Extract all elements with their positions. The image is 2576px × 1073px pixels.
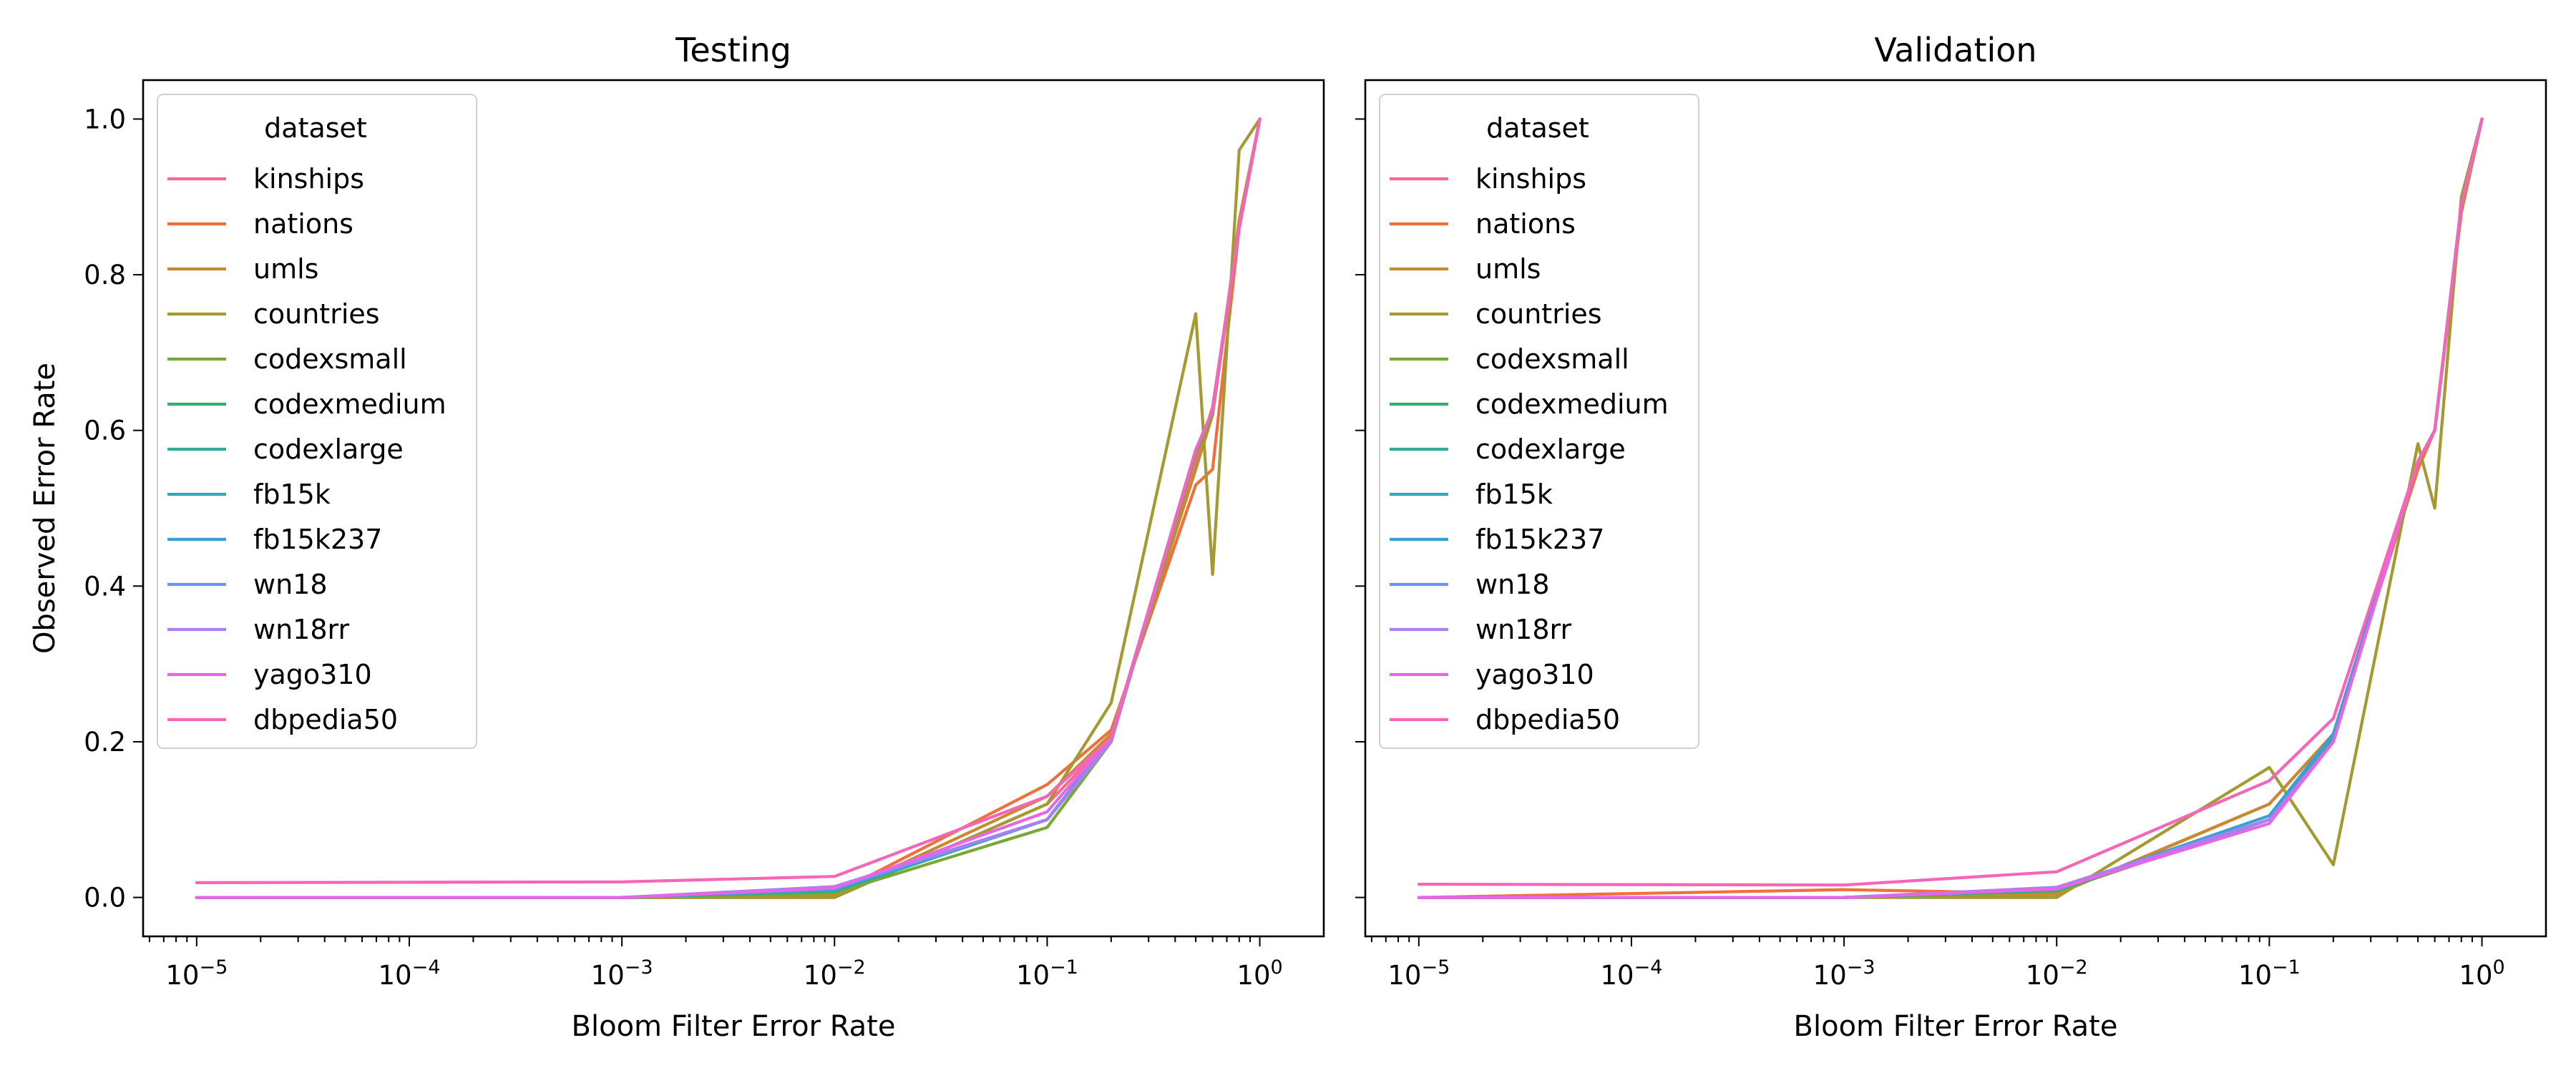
series-line-countries	[1417, 117, 2484, 899]
legend-item-yago310: yago310	[167, 659, 372, 690]
legend-label: fb15k	[1475, 479, 1553, 510]
y-tick-label: 0.8	[84, 260, 126, 290]
legend-item-umls: umls	[167, 253, 318, 285]
legend-item-codexsmall: codexsmall	[167, 343, 407, 375]
y-tick-label: 1.0	[84, 104, 126, 134]
legend-label: dbpedia50	[1475, 704, 1620, 735]
chart-panel-validation: 10−5 10−4 10−3 10−2 10−1 100 Validation Bloom F…	[1355, 31, 2547, 1043]
legend-label: kinships	[253, 163, 364, 195]
legend-label: countries	[253, 298, 380, 330]
x-tick-label: 10−5	[1387, 956, 1450, 991]
x-tick-label: 10−1	[1016, 956, 1078, 991]
legend-label: nations	[1475, 208, 1576, 240]
legend-item-fb15k: fb15k	[167, 479, 331, 510]
y-axis-label: Observed Error Rate	[29, 363, 62, 654]
legend-item-countries: countries	[1390, 298, 1602, 330]
x-tick-label: 10−5	[165, 956, 228, 991]
legend-item-countries: countries	[167, 298, 380, 330]
y-tick-label: 0.2	[84, 727, 126, 758]
legend-item-fb15k: fb15k	[1390, 479, 1553, 510]
legend-label: fb15k237	[253, 524, 382, 555]
series-lines	[195, 117, 1262, 899]
legend-item-dbpedia50: dbpedia50	[167, 704, 398, 735]
legend-label: codexsmall	[1475, 343, 1629, 375]
legend-item-wn18: wn18	[1390, 569, 1550, 600]
legend-item-kinships: kinships	[167, 163, 364, 195]
legend-label: wn18	[1475, 569, 1550, 600]
legend-item-fb15k237: fb15k237	[1390, 524, 1604, 555]
x-tick-label: 100	[2459, 956, 2504, 991]
x-tick-label: 10−2	[804, 956, 866, 991]
legend-label: wn18rr	[253, 614, 349, 645]
legend-label: codexlarge	[1475, 433, 1626, 465]
legend-label: codexmedium	[1475, 388, 1669, 420]
legend-label: umls	[253, 253, 318, 285]
legend-item-kinships: kinships	[1390, 163, 1586, 195]
x-tick-label: 10−1	[2238, 956, 2301, 991]
legend-item-codexlarge: codexlarge	[1390, 433, 1626, 465]
legend-item-fb15k237: fb15k237	[167, 524, 382, 555]
legend-item-wn18rr: wn18rr	[167, 614, 349, 645]
series-lines	[1417, 117, 2484, 899]
legend-label: umls	[1475, 253, 1541, 285]
legend-label: yago310	[1475, 659, 1594, 690]
legend-box	[157, 94, 477, 749]
plot-frame	[1364, 79, 2547, 938]
legend-label: codexlarge	[253, 433, 404, 465]
legend: dataset kinships nations umls countries codex…	[1379, 94, 1699, 749]
x-tick-label: 100	[1236, 956, 1282, 991]
legend-label: kinships	[1475, 163, 1586, 195]
legend-label: wn18rr	[1475, 614, 1571, 645]
legend-label: dbpedia50	[253, 704, 398, 735]
legend-label: nations	[253, 208, 353, 240]
legend-box	[1379, 94, 1699, 749]
legend-title: dataset	[264, 112, 367, 144]
x-tick-label: 10−4	[379, 956, 441, 991]
x-tick-label: 10−3	[591, 956, 653, 991]
legend-item-wn18: wn18	[167, 569, 328, 600]
x-tick-label: 10−3	[1813, 956, 1875, 991]
legend-item-wn18rr: wn18rr	[1390, 614, 1571, 645]
legend-item-codexmedium: codexmedium	[1390, 388, 1669, 420]
legend-item-nations: nations	[1390, 208, 1576, 240]
legend-item-codexsmall: codexsmall	[1390, 343, 1629, 375]
legend-label: wn18	[253, 569, 328, 600]
legend-item-yago310: yago310	[1390, 659, 1594, 690]
legend-item-nations: nations	[167, 208, 353, 240]
chart-title: Testing	[675, 31, 791, 69]
legend-label: countries	[1475, 298, 1602, 330]
chart-panel-testing: 10−5 10−4 10−3 10−2 10−1 100 0.0 0.2 0.4 0.6 0.8 1.…	[29, 31, 1325, 1043]
plot-frame	[142, 79, 1325, 938]
legend-label: yago310	[253, 659, 372, 690]
series-line-dbpedia50	[1417, 117, 2484, 887]
legend-label: fb15k237	[1475, 524, 1604, 555]
series-line-dbpedia50	[195, 117, 1262, 885]
legend: dataset kinships nations umls countries codex…	[157, 94, 477, 749]
legend-item-umls: umls	[1390, 253, 1541, 285]
legend-item-codexmedium: codexmedium	[167, 388, 447, 420]
legend-title: dataset	[1486, 112, 1589, 144]
legend-label: codexsmall	[253, 343, 407, 375]
y-tick-label: 0.4	[84, 571, 126, 602]
legend-label: fb15k	[253, 479, 331, 510]
legend-item-dbpedia50: dbpedia50	[1390, 704, 1620, 735]
chart-title: Validation	[1874, 31, 2036, 69]
x-tick-label: 10−4	[1601, 956, 1663, 991]
y-tick-label: 0.0	[84, 883, 126, 913]
legend-item-codexlarge: codexlarge	[167, 433, 404, 465]
legend-label: codexmedium	[253, 388, 447, 420]
x-axis-label: Bloom Filter Error Rate	[572, 1010, 896, 1043]
x-tick-label: 10−2	[2026, 956, 2088, 991]
y-tick-label: 0.6	[84, 416, 126, 446]
x-axis-label: Bloom Filter Error Rate	[1794, 1010, 2118, 1043]
